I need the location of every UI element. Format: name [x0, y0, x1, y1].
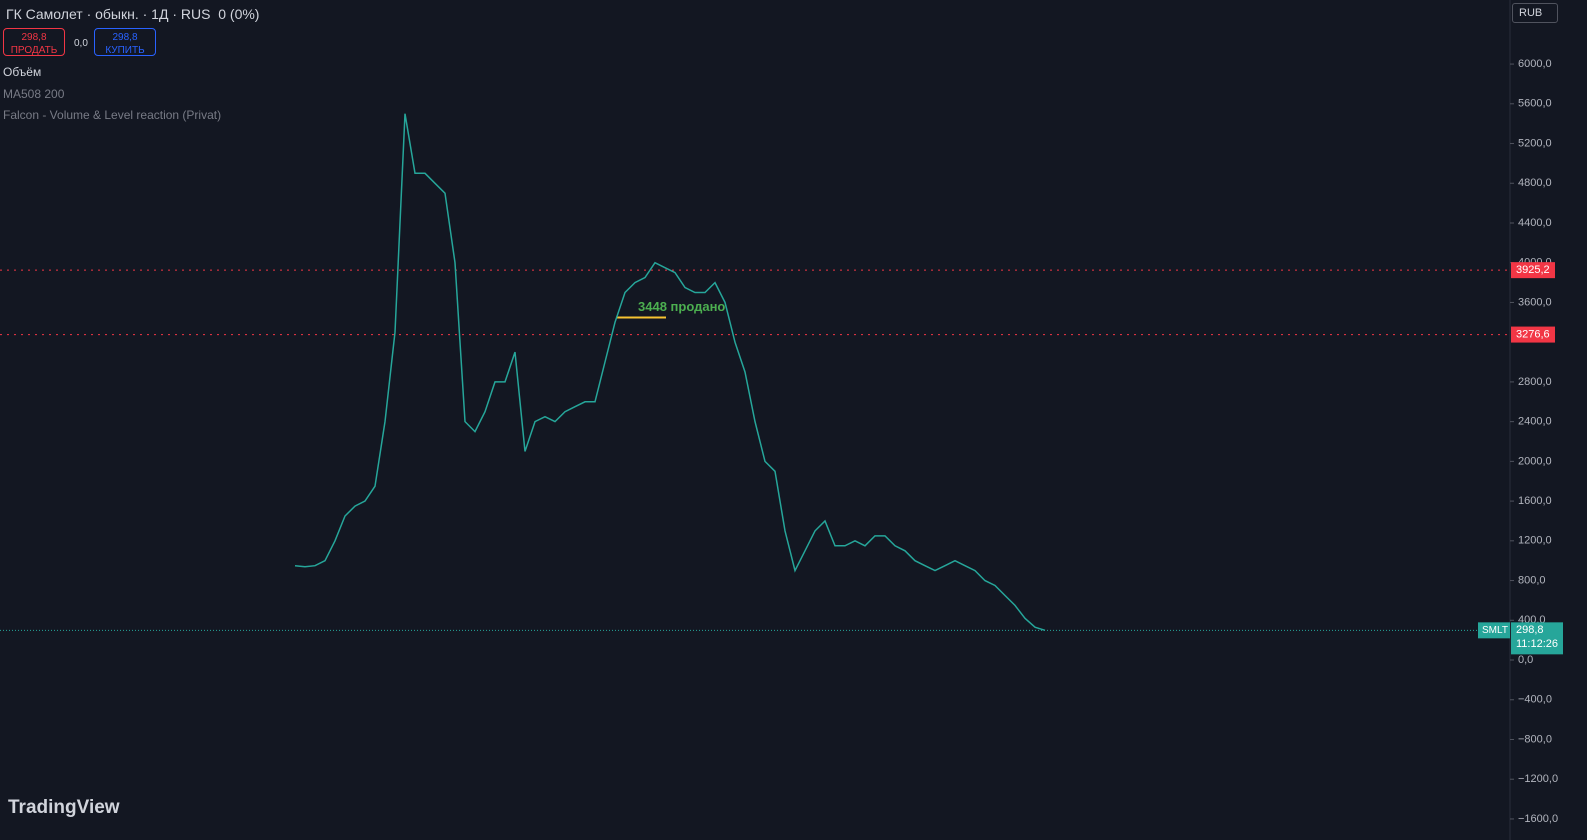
y-tick-label: −1600,0 [1518, 813, 1558, 825]
title: ГК Самолет · обыкн. · 1Д · RUS [6, 6, 211, 22]
level-badge [1511, 326, 1555, 343]
y-tick-label: 3600,0 [1518, 296, 1552, 308]
y-tick-label: 800,0 [1518, 574, 1546, 586]
price-line [294, 113, 1046, 632]
y-tick-label: 4800,0 [1518, 177, 1552, 189]
sell-price: 298,8 [21, 32, 47, 43]
y-tick-label: 0,0 [1518, 654, 1533, 666]
y-tick-label: −1200,0 [1518, 773, 1558, 785]
indicator[interactable]: Объём [3, 65, 42, 79]
y-tick-label: 2800,0 [1518, 376, 1552, 388]
ticker: SMLT [1482, 625, 1508, 636]
price-badge [1511, 622, 1563, 655]
buy-button[interactable]: 298,8 КУПИТЬ [94, 28, 156, 56]
logo: TradingView [8, 797, 120, 818]
y-tick-label: 4400,0 [1518, 217, 1552, 229]
y-tick-label: 5600,0 [1518, 98, 1552, 110]
y-tick-label: −800,0 [1518, 733, 1552, 745]
y-tick-label: −400,0 [1518, 694, 1552, 706]
indicator[interactable]: MA508 200 [3, 87, 65, 101]
level-label: 3276,6 [1516, 328, 1550, 340]
y-tick-label: 2000,0 [1518, 455, 1552, 467]
symbol-title[interactable]: ГК Самолет · обыкн. · 1Д · RUS 0 (0%) [6, 6, 259, 22]
annotation: 3448 продано [638, 299, 725, 314]
spread: 0,0 [74, 38, 88, 49]
sell-label: ПРОДАТЬ [10, 45, 58, 56]
level-label: 3925,2 [1516, 264, 1550, 276]
y-tick-label: 2400,0 [1518, 416, 1552, 428]
buy-price: 298,8 [112, 32, 138, 43]
price-label: 298,8 [1516, 624, 1544, 636]
y-tick-label: 6000,0 [1518, 58, 1552, 70]
y-tick-label: 5200,0 [1518, 137, 1552, 149]
buy-label: КУПИТЬ [105, 45, 145, 56]
sell-button[interactable]: 298,8 ПРОДАТЬ [3, 28, 65, 56]
indicator[interactable]: Falcon - Volume & Level reaction (Privat… [3, 108, 222, 122]
level-badge [1511, 262, 1555, 279]
y-tick-label: 1600,0 [1518, 495, 1552, 507]
ticker-badge [1478, 622, 1510, 639]
countdown: 11:12:26 [1516, 638, 1558, 650]
change: 0 (0%) [218, 6, 260, 22]
currency-select[interactable]: RUB [1512, 3, 1558, 23]
y-tick-label: 1200,0 [1518, 535, 1552, 547]
